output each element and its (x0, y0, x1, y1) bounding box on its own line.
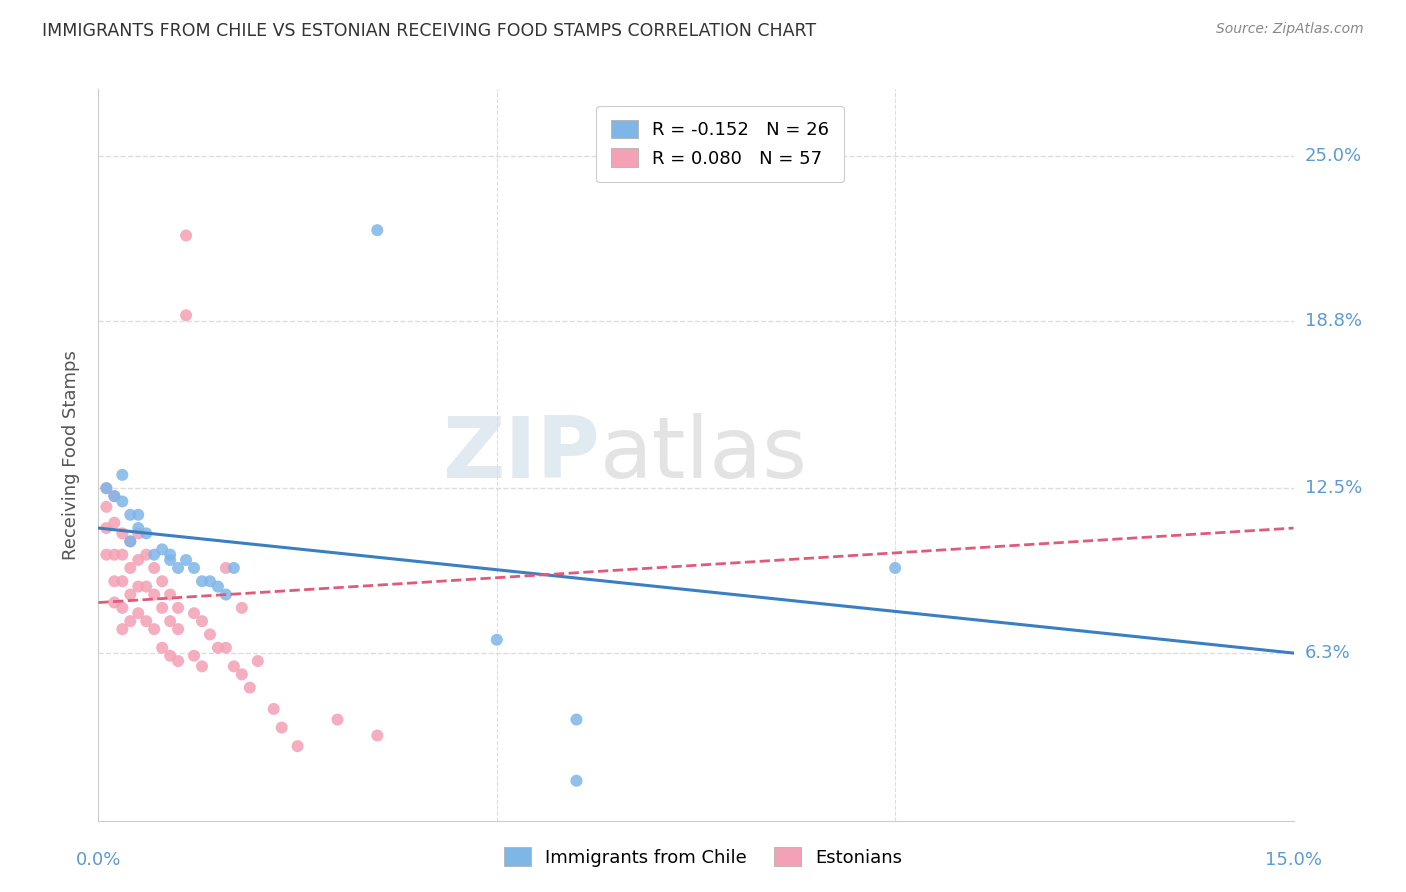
Point (263, 702, 285, 716)
Point (231, 667, 253, 681)
Point (183, 561, 205, 575)
Point (485, 632, 508, 647)
Point (143, 548, 166, 562)
Point (127, 526, 149, 541)
Point (174, 228, 197, 243)
Point (287, 739, 309, 754)
Point (198, 627, 221, 641)
Point (183, 648, 205, 663)
Point (111, 467, 134, 482)
Point (884, 561, 907, 575)
Point (215, 561, 238, 575)
Point (135, 580, 157, 594)
Text: 25.0%: 25.0% (1305, 146, 1362, 165)
Point (222, 659, 245, 673)
Point (120, 561, 142, 575)
Text: ZIP: ZIP (443, 413, 600, 497)
Point (135, 526, 157, 541)
Point (246, 654, 269, 668)
Point (191, 659, 214, 673)
Point (159, 588, 181, 602)
Legend: R = -0.152   N = 26, R = 0.080   N = 57: R = -0.152 N = 26, R = 0.080 N = 57 (596, 105, 844, 182)
Point (150, 600, 173, 615)
Point (150, 640, 173, 655)
Point (127, 606, 149, 620)
Point (174, 308, 197, 322)
Point (159, 548, 181, 562)
Point (120, 534, 142, 549)
Point (159, 553, 181, 567)
Point (111, 574, 134, 589)
Point (198, 574, 221, 589)
Point (143, 622, 166, 636)
Point (135, 614, 157, 628)
Point (222, 561, 245, 575)
Text: Source: ZipAtlas.com: Source: ZipAtlas.com (1216, 22, 1364, 37)
Point (207, 580, 229, 594)
Point (103, 489, 125, 503)
Text: 12.5%: 12.5% (1305, 479, 1362, 497)
Point (183, 606, 205, 620)
Point (143, 561, 166, 575)
Point (167, 654, 190, 668)
Point (215, 640, 238, 655)
Point (127, 553, 149, 567)
Point (191, 574, 214, 589)
Point (120, 588, 142, 602)
Point (96, 521, 118, 535)
Point (120, 534, 142, 549)
Point (270, 721, 292, 735)
Point (207, 640, 229, 655)
Point (150, 574, 173, 589)
Legend: Immigrants from Chile, Estonians: Immigrants from Chile, Estonians (496, 840, 910, 874)
Point (191, 614, 214, 628)
Point (366, 223, 388, 237)
Point (326, 713, 349, 727)
Point (96, 500, 118, 514)
Point (111, 622, 134, 636)
Point (111, 548, 134, 562)
Point (239, 681, 262, 695)
Point (120, 508, 142, 522)
Point (159, 614, 181, 628)
Point (143, 588, 166, 602)
Point (159, 648, 181, 663)
Text: 18.8%: 18.8% (1305, 311, 1361, 330)
Point (565, 713, 588, 727)
Text: 0.0%: 0.0% (76, 851, 121, 869)
Point (565, 773, 588, 788)
Point (167, 622, 190, 636)
Point (150, 542, 173, 557)
Point (167, 600, 190, 615)
Point (111, 600, 134, 615)
Point (120, 614, 142, 628)
Point (103, 574, 125, 589)
Text: IMMIGRANTS FROM CHILE VS ESTONIAN RECEIVING FOOD STAMPS CORRELATION CHART: IMMIGRANTS FROM CHILE VS ESTONIAN RECEIV… (42, 22, 817, 40)
Point (127, 508, 149, 522)
Text: 15.0%: 15.0% (1265, 851, 1322, 869)
Point (103, 516, 125, 530)
Point (167, 561, 190, 575)
Point (96, 548, 118, 562)
Point (174, 553, 197, 567)
Point (127, 521, 149, 535)
Point (103, 489, 125, 503)
Point (135, 548, 157, 562)
Point (111, 494, 134, 508)
Point (103, 548, 125, 562)
Point (127, 580, 149, 594)
Point (111, 526, 134, 541)
Point (103, 595, 125, 609)
Point (366, 729, 388, 743)
Y-axis label: Receiving Food Stamps: Receiving Food Stamps (62, 350, 80, 560)
Text: atlas: atlas (600, 413, 808, 497)
Point (96, 481, 118, 495)
Point (215, 588, 238, 602)
Point (96, 481, 118, 495)
Point (231, 600, 253, 615)
Text: 6.3%: 6.3% (1305, 644, 1350, 662)
